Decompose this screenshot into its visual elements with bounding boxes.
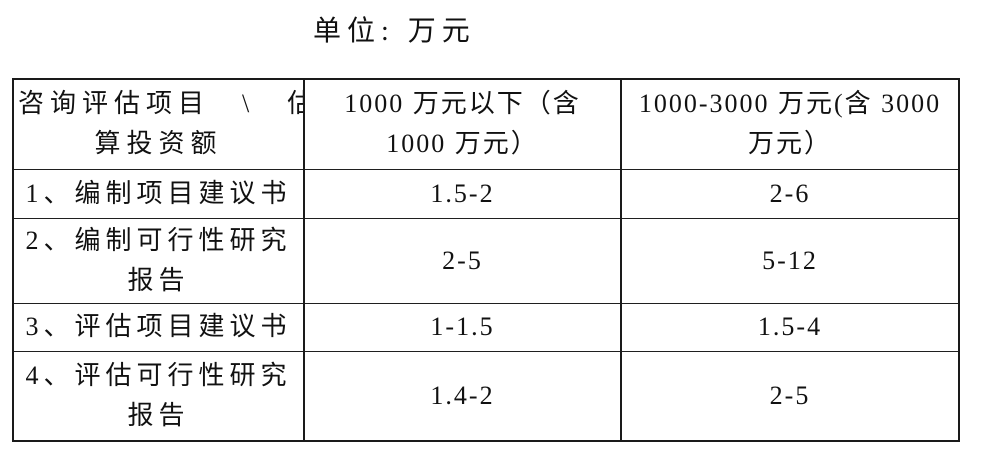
value-cell: 1-1.5 (303, 302, 622, 352)
header-cell-1000-to-3000: 1000-3000 万元(含 3000 万元） (620, 78, 960, 170)
unit-label: 单位: 万元 (313, 16, 476, 47)
table-row: 4、评估可行性研究 报告 1.4-2 2-5 (12, 350, 960, 442)
row-label: 3、评估项目建议书 (25, 312, 292, 341)
value-cell: 1.4-2 (303, 350, 622, 442)
header-line: 咨询评估项目 \ 估 (18, 89, 304, 119)
row-label: 4、评估可行性研究 (25, 360, 292, 390)
value-cell: 2-6 (620, 168, 960, 219)
value-cell: 5-12 (620, 217, 960, 304)
row-label: 报告 (127, 400, 190, 430)
row-label-cell: 3、评估项目建议书 (12, 302, 305, 352)
fee-standard-table: 咨询评估项目 \ 估 算投资额 1000 万元以下（含 1000 万元） 100… (12, 78, 960, 442)
header-line: 1000 万元以下（含 (344, 89, 581, 119)
table-row: 3、评估项目建议书 1-1.5 1.5-4 (12, 302, 960, 352)
header-line: 算投资额 (94, 129, 223, 159)
row-label-cell: 1、编制项目建议书 (12, 168, 305, 219)
table-row: 1、编制项目建议书 1.5-2 2-6 (12, 168, 960, 219)
value-cell: 1.5-4 (620, 302, 960, 352)
value-cell: 2-5 (620, 350, 960, 442)
header-line: 万元） (747, 129, 832, 159)
header-line: 1000 万元） (386, 129, 539, 159)
row-label: 报告 (127, 265, 190, 295)
value-cell: 1.5-2 (303, 168, 622, 219)
header-cell-under-1000: 1000 万元以下（含 1000 万元） (303, 78, 622, 170)
row-label: 1、编制项目建议书 (25, 178, 292, 208)
header-line: 1000-3000 万元(含 3000 (638, 89, 942, 119)
value-cell: 2-5 (303, 217, 622, 304)
table-row: 2、编制可行性研究 报告 2-5 5-12 (12, 217, 960, 304)
row-label: 2、编制可行性研究 (25, 225, 292, 255)
table-header-row: 咨询评估项目 \ 估 算投资额 1000 万元以下（含 1000 万元） 100… (12, 78, 960, 170)
row-label-cell: 4、评估可行性研究 报告 (12, 350, 305, 442)
header-cell-project-vs-investment: 咨询评估项目 \ 估 算投资额 (12, 78, 305, 170)
row-label-cell: 2、编制可行性研究 报告 (12, 217, 305, 304)
